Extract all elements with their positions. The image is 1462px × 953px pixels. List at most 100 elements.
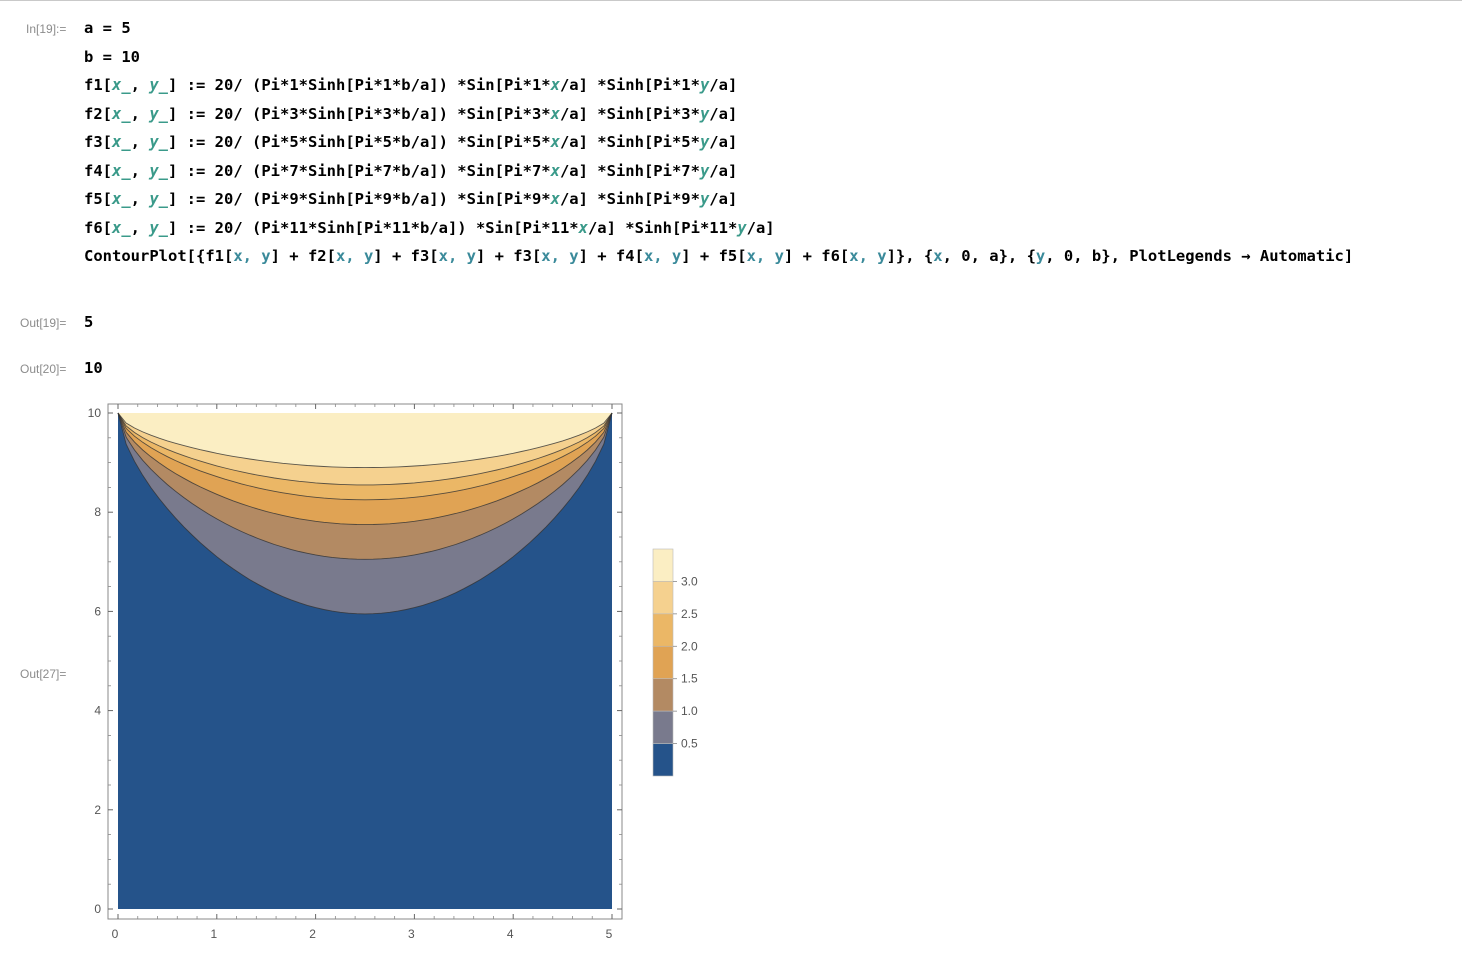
- code-token: ] + f3[: [373, 247, 439, 265]
- output-value-19: 5: [84, 313, 94, 331]
- code-token: x: [550, 161, 560, 180]
- legend-swatch-5: [652, 581, 674, 615]
- legend-swatch-4: [652, 613, 674, 647]
- code-token: /a]: [709, 76, 738, 94]
- code-token: x_: [112, 133, 131, 151]
- code-token: x, y: [541, 247, 579, 265]
- code-token: ] + f4[: [578, 247, 644, 265]
- input-cell-label: In[19]:=: [26, 22, 67, 36]
- code-token: f3[: [84, 133, 112, 151]
- contour-line-3: [117, 412, 613, 469]
- code-token: ,: [130, 133, 150, 151]
- code-token: ] := 20/ (Pi*5*Sinh[Pi*5*b/a]) *Sin[Pi*5…: [168, 133, 551, 151]
- legend-swatch-6: [652, 548, 674, 582]
- code-line-8: f6[x_, y_] := 20/ (Pi*11*Sinh[Pi*11*b/a]…: [84, 214, 1353, 243]
- code-token: x: [550, 104, 560, 123]
- code-line-9: ContourPlot[{f1[x, y] + f2[x, y] + f3[x,…: [84, 242, 1353, 271]
- code-token: /a]: [709, 161, 738, 180]
- output-value-20: 10: [84, 359, 103, 377]
- legend-label: 3.0: [681, 574, 698, 588]
- code-token: x_: [112, 161, 131, 180]
- legend-label: 0.5: [681, 737, 698, 751]
- window-top-border: [0, 0, 1462, 1]
- legend-label: 1.5: [681, 672, 698, 686]
- legend-label: 2.0: [681, 639, 698, 653]
- code-token: b = 10: [84, 47, 140, 66]
- code-token: /a]: [709, 190, 738, 208]
- code-line-2: b = 10: [84, 43, 1353, 72]
- code-token: ] := 20/ (Pi*9*Sinh[Pi*9*b/a]) *Sin[Pi*9…: [168, 190, 551, 208]
- contour-line-2.5: [117, 412, 613, 486]
- code-token: ,: [130, 161, 150, 180]
- code-token: /a] *Sinh[Pi*7*: [559, 161, 700, 180]
- code-token: /a] *Sinh[Pi*1*: [559, 76, 700, 94]
- output-label-19: Out[19]=: [20, 316, 67, 330]
- contour-line-2: [117, 412, 613, 501]
- code-token: ] := 20/ (Pi*3*Sinh[Pi*3*b/a]) *Sin[Pi*3…: [168, 104, 551, 123]
- code-token: x_: [112, 76, 131, 94]
- code-token: ] + f6[: [783, 247, 850, 265]
- code-token: /a] *Sinh[Pi*3*: [559, 104, 700, 123]
- code-token: ,: [130, 190, 150, 208]
- x-tick-label: 3: [408, 927, 415, 941]
- code-token: y: [699, 104, 710, 123]
- code-token: f1[: [84, 76, 112, 94]
- code-token: /a]: [746, 218, 775, 237]
- contour-line-1: [117, 412, 613, 560]
- code-line-3: f1[x_, y_] := 20/ (Pi*1*Sinh[Pi*1*b/a]) …: [84, 71, 1353, 100]
- code-token: x, y: [849, 247, 887, 265]
- code-line-1: a = 5: [84, 14, 1353, 43]
- code-token: y_: [149, 218, 169, 237]
- code-token: f4[: [84, 161, 112, 180]
- contour-region-6: [118, 413, 612, 468]
- legend-swatch-2: [652, 678, 674, 712]
- x-tick-label: 1: [210, 927, 217, 941]
- legend-swatch-1: [652, 710, 674, 744]
- code-token: f2[: [84, 104, 112, 123]
- code-token: y_: [149, 76, 169, 94]
- code-token: ]}, {: [886, 247, 934, 265]
- legend-swatch-0: [652, 743, 674, 777]
- code-token: y_: [149, 104, 169, 123]
- code-token: ,: [130, 76, 150, 94]
- y-tick-label: 10: [88, 406, 102, 420]
- code-token: x_: [112, 218, 131, 237]
- code-token: x, y: [335, 247, 374, 265]
- code-token: y: [737, 218, 747, 237]
- code-token: ,: [130, 218, 150, 237]
- x-tick-label: 2: [309, 927, 316, 941]
- code-token: x_: [112, 190, 131, 208]
- code-token: x, y: [643, 247, 682, 265]
- code-token: y: [699, 161, 710, 180]
- code-line-7: f5[x_, y_] := 20/ (Pi*9*Sinh[Pi*9*b/a]) …: [84, 185, 1353, 214]
- y-tick-label: 6: [94, 604, 101, 618]
- code-token: /a] *Sinh[Pi*5*: [559, 133, 700, 151]
- x-tick-label: 5: [606, 927, 613, 941]
- code-token: x: [550, 76, 560, 94]
- code-token: y: [699, 190, 710, 208]
- code-token: x, y: [746, 247, 784, 265]
- contour-line-0.5: [117, 412, 613, 615]
- output-label-20: Out[20]=: [20, 362, 67, 376]
- y-tick-label: 2: [94, 803, 101, 817]
- code-token: ] + f2[: [270, 247, 336, 265]
- code-token: ] + f3[: [475, 247, 542, 265]
- code-token: y: [699, 76, 710, 94]
- code-token: x: [578, 218, 588, 237]
- code-line-5: f3[x_, y_] := 20/ (Pi*5*Sinh[Pi*5*b/a]) …: [84, 128, 1353, 157]
- code-token: x, y: [233, 247, 271, 265]
- code-token: y: [1035, 247, 1046, 265]
- code-token: y_: [149, 161, 169, 180]
- code-token: x: [550, 190, 560, 208]
- code-token: y_: [149, 133, 169, 151]
- code-token: ] := 20/ (Pi*1*Sinh[Pi*1*b/a]) *Sin[Pi*1…: [168, 76, 551, 94]
- code-token: /a] *Sinh[Pi*9*: [559, 190, 700, 208]
- legend-swatch-3: [652, 645, 674, 680]
- output-label-27: Out[27]=: [20, 667, 67, 681]
- code-token: ,: [130, 104, 150, 123]
- legend-label: 1.0: [681, 704, 698, 718]
- code-token: ContourPlot[{f1[: [84, 247, 234, 265]
- y-tick-label: 8: [94, 505, 101, 519]
